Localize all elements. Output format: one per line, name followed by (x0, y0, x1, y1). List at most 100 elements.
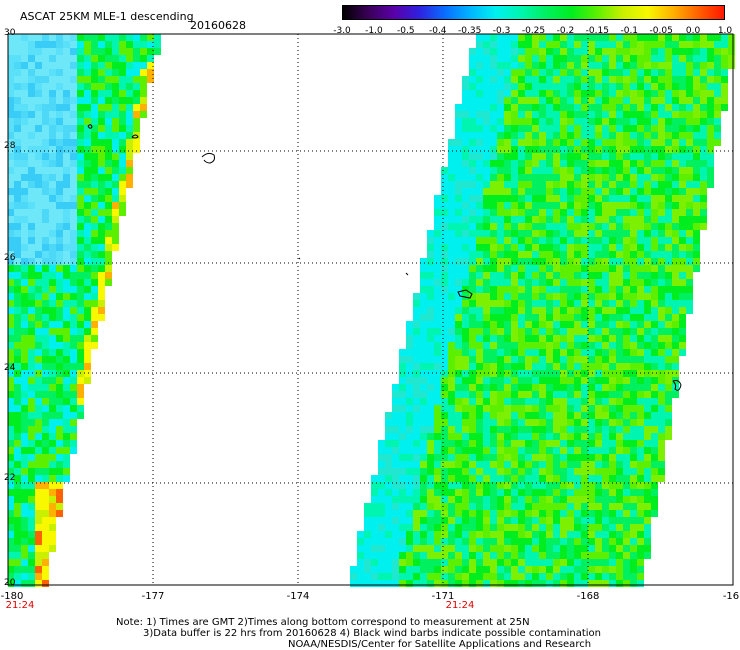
swath-cell (644, 153, 651, 160)
swath-cell (525, 398, 532, 405)
swath-cell (644, 377, 651, 384)
swath-cell (42, 258, 49, 265)
swath-cell (679, 300, 686, 307)
swath-cell (35, 97, 42, 104)
swath-cell (49, 384, 56, 391)
swath-cell (462, 188, 469, 195)
swath-cell (406, 391, 413, 398)
swath-cell (609, 69, 616, 76)
swath-cell (21, 454, 28, 461)
swath-cell (8, 384, 15, 391)
swath-cell (623, 97, 630, 104)
swath-cell (21, 209, 28, 216)
swath-cell (70, 34, 77, 41)
swath-cell (609, 342, 616, 349)
swath-cell (441, 454, 448, 461)
swath-cell (567, 216, 574, 223)
swath-cell (630, 293, 637, 300)
swath-cell (448, 328, 455, 335)
swath-cell (581, 34, 588, 41)
swath-cell (42, 412, 49, 419)
swath-cell (14, 181, 21, 188)
swath-cell (28, 356, 35, 363)
swath-cell (609, 321, 616, 328)
swath-cell (595, 405, 602, 412)
swath-cell (420, 349, 427, 356)
swath-cell (91, 223, 98, 230)
swath-cell (476, 244, 483, 251)
swath-cell (616, 398, 623, 405)
swath-cell (77, 349, 84, 356)
swath-cell (560, 545, 567, 552)
swath-cell (28, 160, 35, 167)
swath-cell (595, 244, 602, 251)
swath-cell (469, 55, 476, 62)
swath-cell (546, 412, 553, 419)
swath-cell (84, 307, 91, 314)
swath-cell (623, 251, 630, 258)
swath-cell (462, 349, 469, 356)
swath-cell (511, 454, 518, 461)
swath-cell (91, 174, 98, 181)
swath-cell (119, 104, 126, 111)
swath-cell (707, 153, 714, 160)
swath-cell (700, 48, 707, 55)
swath-cell (448, 174, 455, 181)
swath-cell (476, 209, 483, 216)
swath-cell (693, 216, 700, 223)
swath-cell (84, 223, 91, 230)
swath-cell (14, 55, 21, 62)
swath-cell (602, 62, 609, 69)
swath-cell (8, 531, 15, 538)
swath-cell (672, 335, 679, 342)
swath-cell (511, 370, 518, 377)
swath-cell (658, 223, 665, 230)
swath-cell (133, 111, 140, 118)
swath-cell (553, 202, 560, 209)
swath-cell (602, 146, 609, 153)
swath-cell (602, 356, 609, 363)
swath-cell (574, 146, 581, 153)
swath-cell (476, 188, 483, 195)
swath-cell (616, 468, 623, 475)
swath-cell (623, 76, 630, 83)
swath-cell (539, 356, 546, 363)
swath-cell (560, 223, 567, 230)
color-scale-label: 0.0 (685, 26, 701, 36)
swath-cell (574, 468, 581, 475)
swath-cell (49, 391, 56, 398)
swath-cell (14, 279, 21, 286)
swath-cell (728, 62, 735, 69)
swath-cell (511, 489, 518, 496)
swath-cell (28, 412, 35, 419)
swath-cell (119, 55, 126, 62)
swath-cell (77, 286, 84, 293)
swath-cell (14, 335, 21, 342)
swath-cell (581, 139, 588, 146)
swath-cell (644, 167, 651, 174)
swath-cell (658, 69, 665, 76)
swath-cell (476, 125, 483, 132)
swath-cell (399, 524, 406, 531)
swath-cell (609, 510, 616, 517)
swath-cell (420, 328, 427, 335)
swath-cell (637, 377, 644, 384)
swath-cell (595, 566, 602, 573)
swath-cell (147, 41, 154, 48)
swath-cell (609, 356, 616, 363)
swath-cell (637, 503, 644, 510)
swath-cell (483, 433, 490, 440)
swath-cell (616, 34, 623, 41)
swath-cell (119, 111, 126, 118)
swath-cell (91, 286, 98, 293)
swath-cell (686, 265, 693, 272)
swath-cell (63, 279, 70, 286)
swath-cell (119, 69, 126, 76)
swath-cell (602, 188, 609, 195)
swath-cell (616, 475, 623, 482)
swath-cell (525, 167, 532, 174)
swath-cell (441, 209, 448, 216)
swath-cell (651, 496, 658, 503)
swath-cell (21, 566, 28, 573)
swath-cell (14, 482, 21, 489)
